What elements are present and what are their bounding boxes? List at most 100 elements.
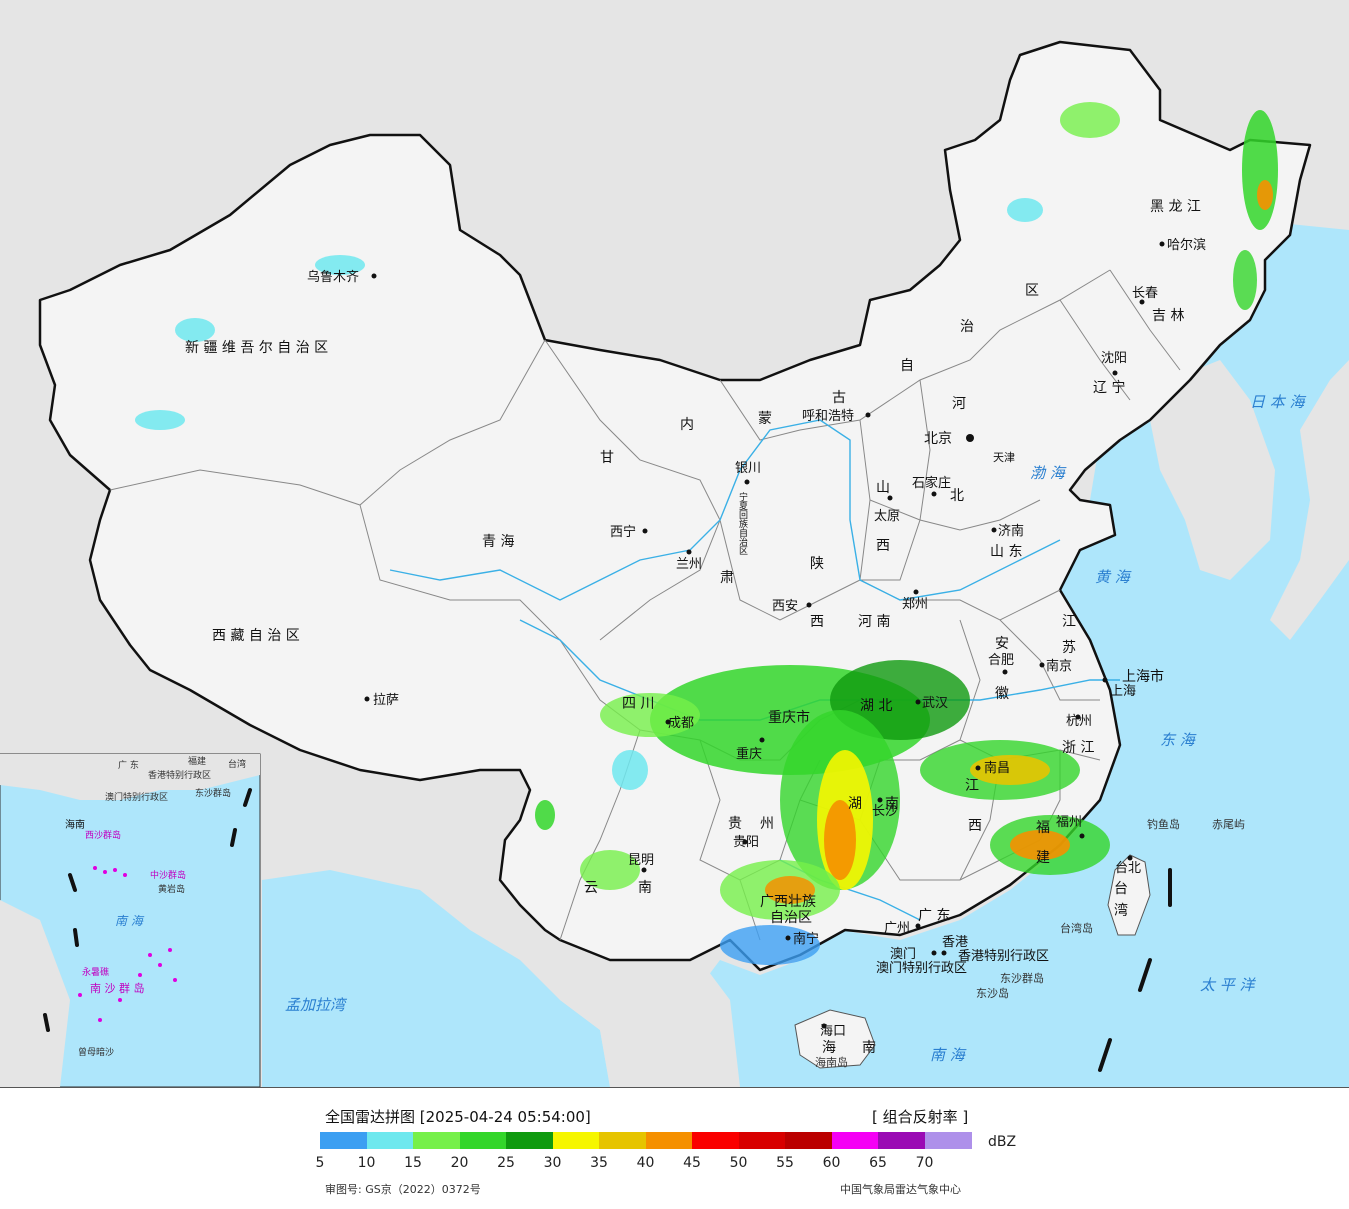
scale-tick-label: 35 xyxy=(590,1155,608,1171)
inset-hk: 香港特别行政区 xyxy=(148,769,211,781)
city-dots xyxy=(364,241,1165,1029)
scale-tick-label: 5 xyxy=(315,1155,325,1171)
label-qinghai: 青 海 xyxy=(482,534,514,550)
city-lhasa: 拉萨 xyxy=(373,693,399,708)
inset-macau: 澳门特别行政区 xyxy=(105,791,168,803)
sea-labels: 日 本 海 渤 海 黄 海 东 海 南 海 太 平 洋 孟加拉湾 xyxy=(285,393,1307,1064)
taiwan-island xyxy=(1107,854,1151,936)
source-credit: 中国气象局雷达气象中心 xyxy=(840,1183,961,1196)
label-jilin: 吉 林 xyxy=(1152,308,1184,324)
scale-swatch xyxy=(785,1132,832,1149)
label-tianjin: 天津 xyxy=(993,451,1015,464)
inset-hainan: 海南 xyxy=(65,818,85,831)
city-chengdu: 成都 xyxy=(668,716,694,731)
label-jiangxi-b: 西 xyxy=(968,818,982,834)
scale-swatch xyxy=(692,1132,739,1149)
scale-swatch xyxy=(738,1132,786,1149)
scale-swatch xyxy=(459,1132,507,1149)
label-henan: 河 南 xyxy=(858,614,890,630)
isl-diaoyu: 钓鱼岛 xyxy=(1147,817,1180,831)
label-guizhou-b: 州 xyxy=(760,816,774,832)
scale-tick-label: 65 xyxy=(869,1155,887,1171)
scale-swatch xyxy=(413,1132,460,1149)
sea-japan: 日 本 海 xyxy=(1250,393,1307,411)
japan-land xyxy=(1270,360,1349,640)
city-xining: 西宁 xyxy=(610,524,636,540)
sea-bohai: 渤 海 xyxy=(1030,464,1067,482)
city-labels: 乌鲁木齐 拉萨 西宁 兰州 银川 呼和浩特 哈尔滨 长春 沈阳 北京 石家庄 太… xyxy=(307,237,1206,1039)
radar-echoes xyxy=(135,102,1278,965)
sea-bengal: 孟加拉湾 xyxy=(285,996,348,1014)
label-hunan-b: 南 xyxy=(885,796,899,812)
city-kunming: 昆明 xyxy=(628,853,654,868)
label-xinjiang: 新 疆 维 吾 尔 自 治 区 xyxy=(185,340,328,356)
china-land xyxy=(38,40,1312,972)
label-jiangsu-b: 苏 xyxy=(1062,640,1076,656)
scale-tick-label: 30 xyxy=(543,1155,562,1171)
scale-tick-label: 55 xyxy=(776,1155,794,1171)
label-nmg-zhi: 治 xyxy=(960,319,974,335)
city-shanghai: 上海 xyxy=(1110,684,1136,699)
label-xizang: 西 藏 自 治 区 xyxy=(212,628,300,644)
inset-fujian: 福建 xyxy=(188,755,206,767)
city-zhengzhou: 郑州 xyxy=(902,597,928,612)
label-gansu-a: 甘 xyxy=(600,450,614,466)
city-beijing: 北京 xyxy=(924,431,952,447)
scale-tick-label: 50 xyxy=(729,1155,748,1171)
inset-taiwan: 台湾 xyxy=(228,758,246,770)
label-macau: 澳门特别行政区 xyxy=(876,960,967,976)
inset-yongshu: 永暑礁 xyxy=(82,966,109,978)
label-hainan-b: 南 xyxy=(862,1040,876,1056)
city-changsha: 长沙 xyxy=(872,804,898,819)
label-guangdong: 广 东 xyxy=(918,908,950,924)
legend-title: 全国雷达拼图 [2025-04-24 05:54:00] xyxy=(325,1108,591,1126)
city-hefei: 合肥 xyxy=(988,653,1014,668)
radar-map: 新 疆 维 吾 尔 自 治 区 西 藏 自 治 区 青 海 甘 肃 内 蒙 古 … xyxy=(0,0,1349,1087)
city-wuhan: 武汉 xyxy=(922,696,948,711)
inset-zengmu: 曾母暗沙 xyxy=(78,1046,114,1058)
label-shaanxi-b: 西 xyxy=(810,614,824,630)
inset-dongsha: 东沙群岛 xyxy=(195,787,231,799)
scale-swatch xyxy=(645,1132,693,1149)
city-hangzhou: 杭州 xyxy=(1066,714,1092,729)
label-yunnan-a: 云 xyxy=(584,880,598,896)
inset-huangyan: 黄岩岛 xyxy=(158,883,185,895)
city-taipei: 台北 xyxy=(1115,861,1141,876)
city-harbin: 哈尔滨 xyxy=(1167,237,1206,253)
scale-tick-label: 40 xyxy=(636,1155,655,1171)
inset-xisha: 西沙群岛 xyxy=(85,829,121,841)
inset-guangdong: 广 东 xyxy=(118,759,139,771)
city-xian: 西安 xyxy=(772,599,798,614)
scale-tick-label: 15 xyxy=(404,1155,422,1171)
label-chongqing: 重庆市 xyxy=(768,709,810,726)
label-nmg-nei: 内 xyxy=(680,417,694,433)
sea-pacific: 太 平 洋 xyxy=(1200,976,1257,994)
city-nanchang: 南昌 xyxy=(984,760,1010,776)
label-hainan-a: 海 xyxy=(822,1040,836,1056)
south-china-sea-inset xyxy=(0,753,261,1087)
scale-swatch xyxy=(552,1132,600,1149)
province-labels: 新 疆 维 吾 尔 自 治 区 西 藏 自 治 区 青 海 甘 肃 内 蒙 古 … xyxy=(185,199,1201,1056)
scale-tick-label: 70 xyxy=(915,1155,934,1171)
scale-swatch xyxy=(599,1132,646,1149)
inset-nanhai: 南 海 xyxy=(115,914,145,928)
city-nanning: 南宁 xyxy=(793,931,819,947)
city-taiyuan: 太原 xyxy=(874,509,900,524)
label-hlj: 黑 龙 江 xyxy=(1150,199,1201,215)
legend-product: [ 组合反射率 ] xyxy=(872,1108,969,1126)
label-nmg-gu: 古 xyxy=(832,390,846,406)
city-hongkong: 香港 xyxy=(942,935,968,950)
label-shandong: 山 东 xyxy=(990,544,1022,560)
scale-swatch xyxy=(924,1132,972,1149)
label-hunan-a: 湖 xyxy=(848,796,862,812)
island-labels: 钓鱼岛 赤尾屿 台湾岛 海南岛 东沙群岛 东沙岛 xyxy=(815,817,1245,1069)
sea-south: 南 海 xyxy=(930,1046,967,1064)
label-fujian-a: 福 xyxy=(1036,820,1050,836)
scale-swatch xyxy=(320,1132,367,1149)
scale-swatch xyxy=(878,1132,925,1149)
label-nmg-meng: 蒙 xyxy=(758,411,772,427)
city-lanzhou: 兰州 xyxy=(676,557,702,572)
label-jiangsu-a: 江 xyxy=(1062,614,1076,630)
label-zhejiang: 浙 江 xyxy=(1062,740,1094,756)
isl-hainan: 海南岛 xyxy=(815,1055,848,1069)
